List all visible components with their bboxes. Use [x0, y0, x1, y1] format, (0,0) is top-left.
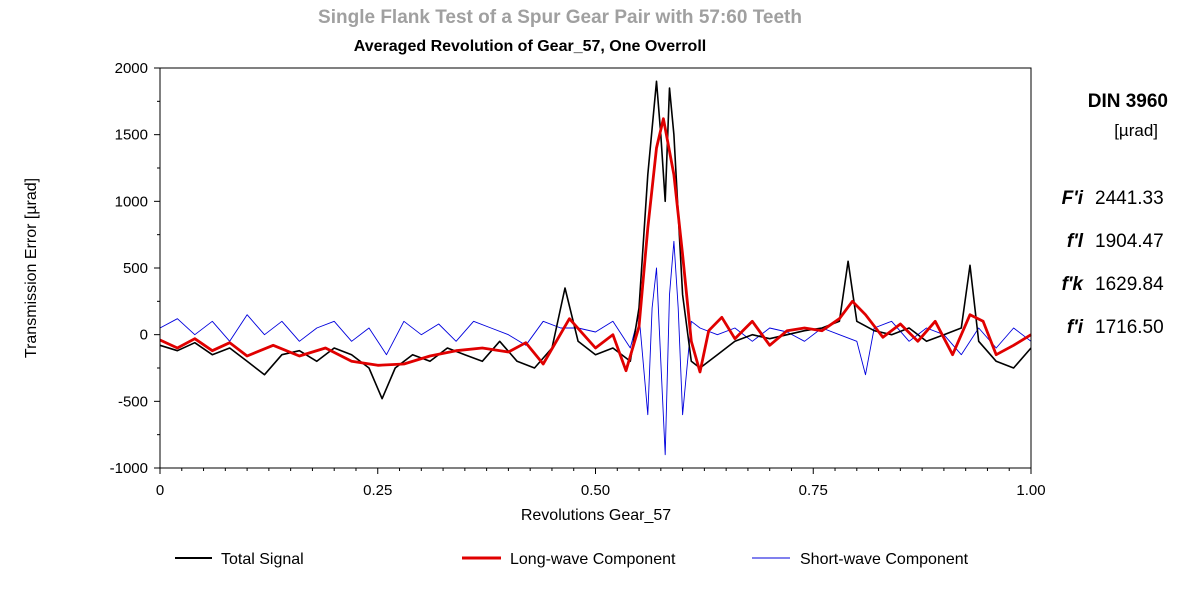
metric-value-fl: 1904.47: [1095, 231, 1164, 252]
chart-title: Single Flank Test of a Spur Gear Pair wi…: [318, 7, 802, 28]
metric-value-fk: 1629.84: [1095, 274, 1164, 295]
plot-frame: [159, 67, 1032, 469]
y-tick-label: 500: [123, 260, 148, 277]
x-tick-label: 0.75: [799, 482, 828, 499]
x-axis-label: Revolutions Gear_57: [521, 507, 671, 524]
metric-value-fi: 1716.50: [1095, 317, 1164, 338]
metric-label-fl: f'l: [1067, 231, 1084, 252]
series-line-long-wave-component: [159, 117, 1032, 374]
legend: Total Signal Long-wave Component Short-w…: [175, 551, 969, 568]
y-tick-label: 0: [140, 327, 148, 344]
x-tick-label: 0.50: [581, 482, 610, 499]
legend-item-short-wave: Short-wave Component: [752, 551, 969, 568]
y-tick-label: 2000: [115, 60, 148, 77]
legend-label-total-signal: Total Signal: [221, 551, 304, 568]
legend-label-short-wave: Short-wave Component: [800, 551, 969, 568]
x-tick-label: 0: [156, 482, 164, 499]
y-tick-label: 1000: [115, 193, 148, 210]
x-tick-label: 0.25: [363, 482, 392, 499]
standard-label: DIN 3960: [1088, 91, 1168, 112]
y-tick-label: 1500: [115, 127, 148, 144]
unit-label: [µrad]: [1114, 121, 1158, 140]
metric-value-Fi: 2441.33: [1095, 188, 1164, 209]
legend-item-long-wave: Long-wave Component: [462, 551, 676, 568]
legend-item-total-signal: Total Signal: [175, 551, 304, 568]
metric-label-Fi: F'i: [1062, 188, 1084, 209]
y-tick-label: -500: [118, 393, 148, 410]
chart-subtitle: Averaged Revolution of Gear_57, One Over…: [354, 38, 706, 55]
x-tick-label: 1.00: [1016, 482, 1045, 499]
metric-label-fk: f'k: [1062, 274, 1085, 295]
metric-label-fi: f'i: [1067, 317, 1084, 338]
series-line-short-wave-component: [159, 240, 1032, 456]
y-axis-label: Transmission Error [µrad]: [23, 178, 40, 358]
annotation-panel: DIN 3960 [µrad] F'i 2441.33 f'l 1904.47 …: [1062, 91, 1168, 338]
legend-label-long-wave: Long-wave Component: [510, 551, 676, 568]
y-tick-label: -1000: [110, 460, 148, 477]
axes: -1000 -500 0 500 1000 1500 2000 0 0.25 0.50 0.75 1.…: [110, 60, 1046, 499]
series-layer: [159, 80, 1032, 456]
